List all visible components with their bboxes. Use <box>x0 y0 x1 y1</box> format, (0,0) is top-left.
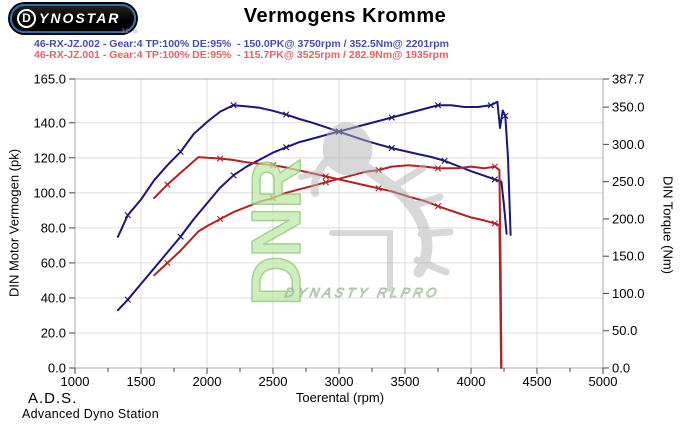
watermark-dnr-letters: DNR <box>237 159 315 306</box>
y-tick-label-left: 60.0 <box>41 255 66 270</box>
y-tick-label-right: 350.0 <box>612 100 645 115</box>
curve-46-rx-jz-001-power-pk- <box>153 163 503 369</box>
x-tick-label: 3500 <box>391 374 420 389</box>
y-tick-label-right: 300.0 <box>612 137 645 152</box>
axis-tick-labels: 1000 1500 2000 2500 3000 3500 4000 4500 5000 165.… <box>33 72 644 390</box>
dynostar-d-icon: D <box>17 8 36 28</box>
y-tick-label-left: 120.0 <box>33 150 66 165</box>
y-tick-label-left: 40.0 <box>41 290 66 305</box>
grid-lines <box>75 79 603 368</box>
x-tick-label: 4000 <box>457 374 486 389</box>
x-tick-label: 1500 <box>127 374 156 389</box>
y-tick-label-left: 0.0 <box>48 361 66 376</box>
y-tick-label-right: 200.0 <box>612 211 645 226</box>
logo-subtext: ..32 m <box>116 29 139 35</box>
y-tick-label-right: 250.0 <box>612 174 645 189</box>
x-tick-label: 4500 <box>523 374 552 389</box>
x-tick-label: 2000 <box>193 374 222 389</box>
curve-46-rx-jz-001-torque-nm- <box>153 155 503 369</box>
watermark-dynasty-text: DYNASTY RLPRO <box>283 285 441 300</box>
legend-item-1: 46-RX-JZ.001 - Gear:4 TP:100% DE:95% - 1… <box>34 48 449 61</box>
y-tick-label-left: 140.0 <box>33 115 66 130</box>
page-title: Vermogens Kromme <box>243 5 447 27</box>
y-tick-label-left: 80.0 <box>41 220 66 235</box>
legend: 46-RX-JZ.002 - Gear:4 TP:100% DE:95% - 1… <box>34 39 449 60</box>
watermark-deer-skull-icon <box>298 122 454 292</box>
axis-ticks <box>69 78 609 374</box>
x-tick-label: 3000 <box>325 374 354 389</box>
ads-abbreviation: A.D.S. <box>28 390 78 407</box>
y-tick-label-right: 387.7 <box>612 72 645 87</box>
y-tick-label-right: 50.0 <box>612 323 637 338</box>
dynostar-logo: D YNOSTAR <box>10 4 137 33</box>
x-axis-title: Toerental (rpm) <box>295 390 385 405</box>
y-tick-label-left: 100.0 <box>33 185 66 200</box>
x-tick-label: 1000 <box>61 374 90 389</box>
y-tick-label-right: 100.0 <box>612 286 645 301</box>
y-tick-label-right: 0.0 <box>612 361 630 376</box>
y-tick-label-right: 150.0 <box>612 249 645 264</box>
ads-full-name: Advanced Dyno Station <box>22 407 159 421</box>
curve-46-rx-jz-002-torque-nm- <box>116 102 508 238</box>
dynostar-logo-text: YNOSTAR <box>39 10 121 26</box>
x-tick-label: 2500 <box>259 374 288 389</box>
x-tick-label: 5000 <box>589 374 618 389</box>
y-tick-label-left: 20.0 <box>41 325 66 340</box>
legend-item-0: 46-RX-JZ.002 - Gear:4 TP:100% DE:95% - 1… <box>34 38 450 50</box>
y-tick-label-left: 165.0 <box>33 72 66 87</box>
